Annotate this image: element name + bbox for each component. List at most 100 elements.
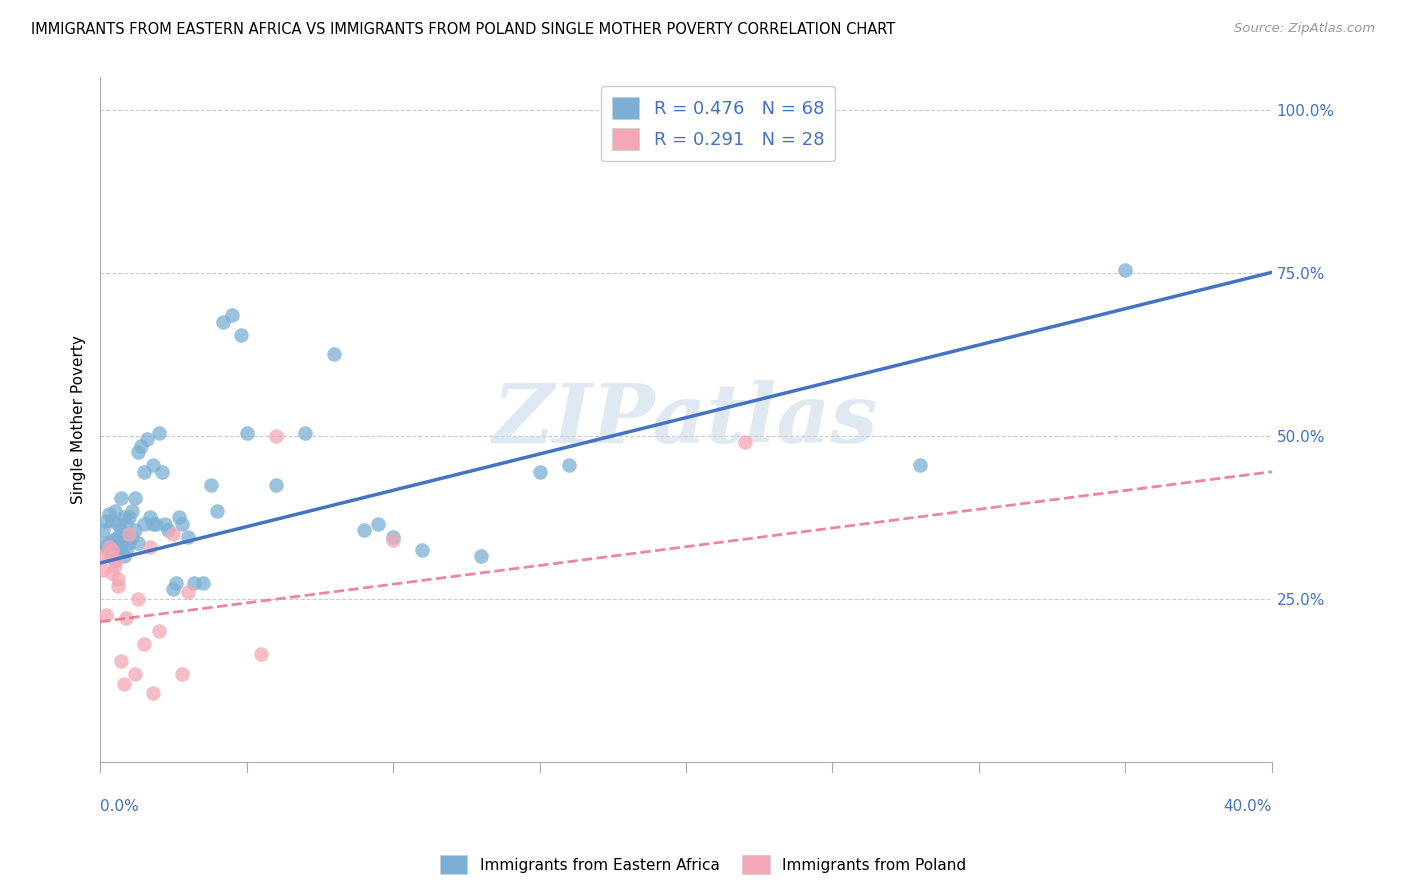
Point [118, 536, 141, 550]
Point [101, 566, 124, 580]
Point [156, 524, 179, 538]
Point [91, 524, 114, 538]
Point [107, 579, 129, 593]
Point [97, 549, 120, 564]
Point [121, 504, 143, 518]
Text: Source: ZipAtlas.com: Source: ZipAtlas.com [1234, 22, 1375, 36]
Point [112, 530, 135, 544]
Point [110, 540, 132, 554]
Point [172, 666, 194, 681]
Point [118, 510, 141, 524]
Point [121, 530, 143, 544]
Point [94, 514, 117, 528]
Point [127, 536, 149, 550]
Point [97, 507, 120, 521]
Point [112, 676, 135, 690]
Point [200, 477, 222, 491]
Point [207, 504, 229, 518]
Point [411, 543, 433, 558]
Point [353, 524, 375, 538]
Point [1114, 262, 1136, 277]
Text: IMMIGRANTS FROM EASTERN AFRICA VS IMMIGRANTS FROM POLAND SINGLE MOTHER POVERTY C: IMMIGRANTS FROM EASTERN AFRICA VS IMMIGR… [31, 22, 896, 37]
Point [118, 526, 141, 541]
Point [104, 559, 127, 574]
Point [367, 516, 389, 531]
Point [229, 327, 252, 342]
Point [172, 516, 194, 531]
Point [264, 477, 287, 491]
Point [115, 611, 138, 625]
Point [91, 536, 114, 550]
Point [910, 458, 932, 473]
Point [91, 549, 114, 564]
Point [91, 562, 114, 576]
Point [101, 514, 124, 528]
Y-axis label: Single Mother Poverty: Single Mother Poverty [72, 335, 86, 504]
Point [177, 585, 200, 599]
Point [734, 435, 756, 450]
Point [112, 549, 135, 564]
Point [101, 543, 124, 558]
Point [129, 439, 152, 453]
Point [107, 516, 129, 531]
Point [110, 491, 132, 505]
Point [132, 516, 155, 531]
Point [112, 510, 135, 524]
Point [110, 524, 132, 538]
Point [142, 516, 165, 531]
Point [323, 347, 346, 361]
Point [104, 504, 127, 518]
Point [221, 309, 243, 323]
Point [183, 575, 205, 590]
Point [162, 526, 184, 541]
Point [382, 530, 405, 544]
Point [94, 540, 117, 554]
Point [142, 458, 165, 473]
Point [150, 465, 173, 479]
Point [127, 591, 149, 606]
Legend: Immigrants from Eastern Africa, Immigrants from Poland: Immigrants from Eastern Africa, Immigran… [433, 849, 973, 880]
Point [104, 533, 127, 548]
Point [104, 553, 127, 567]
Point [124, 524, 146, 538]
Point [558, 458, 581, 473]
Point [294, 425, 316, 440]
Point [235, 425, 257, 440]
Point [529, 465, 551, 479]
Point [470, 549, 492, 564]
Point [101, 546, 124, 560]
Point [115, 516, 138, 531]
Point [145, 516, 167, 531]
Point [97, 536, 120, 550]
Point [139, 510, 162, 524]
Point [107, 543, 129, 558]
Point [148, 624, 170, 639]
Point [177, 530, 200, 544]
Point [250, 647, 273, 661]
Point [153, 516, 176, 531]
Point [212, 315, 235, 329]
Point [191, 575, 214, 590]
Point [162, 582, 184, 596]
Point [136, 432, 159, 446]
Point [110, 654, 132, 668]
Point [139, 540, 162, 554]
Legend: R = 0.476   N = 68, R = 0.291   N = 28: R = 0.476 N = 68, R = 0.291 N = 28 [602, 87, 835, 161]
Text: 0.0%: 0.0% [100, 799, 139, 814]
Point [264, 429, 287, 443]
Point [107, 530, 129, 544]
Text: ZIPatlas: ZIPatlas [494, 380, 879, 459]
Point [97, 540, 120, 554]
Point [124, 666, 146, 681]
Point [101, 533, 124, 548]
Point [165, 575, 187, 590]
Point [132, 465, 155, 479]
Point [132, 637, 155, 651]
Point [124, 491, 146, 505]
Point [382, 533, 405, 548]
Point [94, 608, 117, 623]
Point [107, 572, 129, 586]
Point [115, 543, 138, 558]
Point [148, 425, 170, 440]
Point [167, 510, 190, 524]
